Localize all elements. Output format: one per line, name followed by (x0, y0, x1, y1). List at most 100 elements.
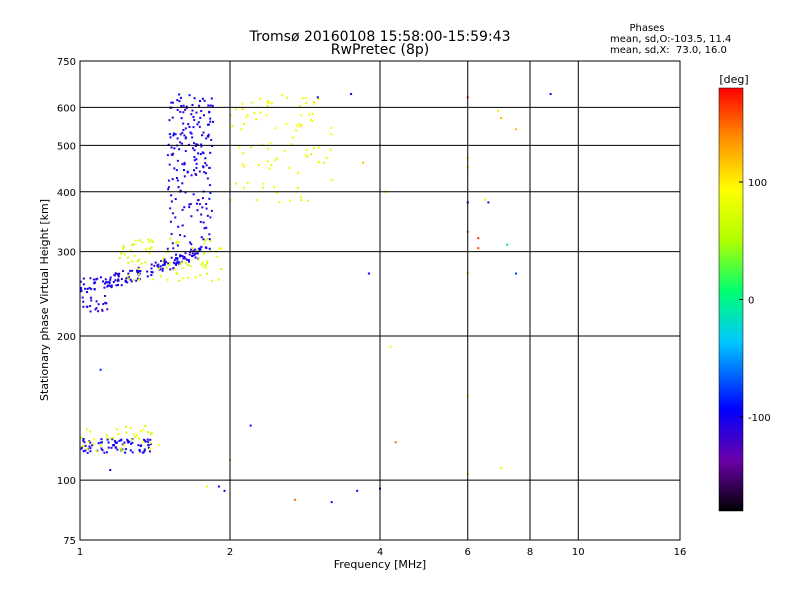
o-trace-lower-point (190, 254, 193, 257)
x-trace-lower-point (196, 249, 199, 252)
o-trace-cusp-point (194, 172, 197, 175)
colorbar-label: [deg] (719, 73, 748, 86)
x-trace-lower-point (174, 241, 177, 244)
x-trace-upper-point (267, 147, 270, 150)
o-trace-cusp-point (176, 137, 179, 140)
o-trace-lower-point (79, 290, 82, 293)
x-trace-upper-point (310, 153, 313, 156)
x-trace-lower-point (206, 237, 209, 240)
colorbar-tick-label: 100 (748, 178, 767, 189)
o-trace-lower-point (154, 261, 157, 264)
x-trace-upper-point (305, 154, 308, 157)
o-trace-cusp-point (167, 186, 170, 189)
o-trace-cusp-point (204, 162, 207, 165)
x-trace-lower-point (215, 255, 218, 258)
o-trace-lower-point (172, 267, 175, 270)
o-trace-cusp-point (208, 166, 211, 169)
o-trace-cusp-point (167, 188, 170, 191)
e-layer-x-point (112, 436, 115, 439)
x-trace-lower-point (120, 251, 123, 254)
x-trace-upper-point (246, 114, 249, 117)
e-layer-o-point (91, 444, 94, 447)
e-layer-x-point (117, 432, 120, 435)
o-trace-cusp-point (199, 220, 202, 223)
x-trace-lower-point (120, 252, 123, 255)
o-trace-cusp-point (170, 233, 173, 236)
x-trace-lower-point (150, 239, 153, 242)
o-trace-cusp-point (201, 97, 204, 100)
e-layer-o-point (112, 444, 115, 447)
o-trace-lower-point (109, 285, 112, 288)
o-trace-lower-point (79, 288, 82, 291)
colorbar-tick-label: -100 (748, 413, 771, 424)
o-trace-cusp-point (176, 179, 179, 182)
x-trace-lower-point (220, 268, 223, 271)
x-trace-upper-point (286, 96, 289, 99)
x-trace-upper-point (317, 97, 320, 100)
x-trace-lower-point (202, 265, 205, 268)
o-trace-cusp-point (188, 94, 191, 97)
o-trace-cusp-point (211, 144, 214, 147)
o-trace-lower-point (99, 276, 102, 279)
o-trace-lower-point (187, 260, 190, 263)
o-trace-lower-point (130, 280, 133, 283)
x-trace-lower-point (138, 239, 141, 242)
e-layer-o-point (83, 441, 86, 444)
o-trace-lower-point (86, 287, 89, 290)
o-trace-cusp-point (182, 104, 185, 107)
e-layer-x-point (89, 430, 92, 433)
x-trace-lower-point (167, 264, 170, 267)
o-trace-lower-point (112, 280, 115, 283)
o-trace-lower-point (131, 269, 134, 272)
o-trace-cusp-point (171, 242, 174, 245)
o-trace-lower-point (96, 277, 99, 280)
o-trace-cusp-point (193, 119, 196, 122)
o-trace-cusp-point (178, 148, 181, 151)
e-layer-o-point (147, 443, 150, 446)
o-trace-cusp-point (192, 126, 195, 129)
o-trace-cusp-point (210, 97, 213, 100)
x-tick-label: 8 (527, 547, 533, 558)
low-f-spread-point (86, 305, 89, 308)
o-trace-lower-point (127, 272, 130, 275)
x-trace-lower-point (211, 280, 214, 283)
o-trace-cusp-point (205, 246, 208, 249)
o-trace-cusp-point (198, 170, 201, 173)
scatter-point (206, 485, 209, 488)
o-trace-cusp-point (173, 147, 176, 150)
o-trace-cusp-point (193, 142, 196, 145)
x-trace-upper-point (312, 147, 315, 150)
x-tick-label: 1 (77, 547, 83, 558)
x-trace-upper-point (266, 104, 269, 107)
o-trace-lower-point (192, 249, 195, 252)
o-trace-cusp-point (176, 99, 179, 102)
x-trace-lower-point (179, 263, 182, 266)
o-trace-cusp-point (171, 178, 174, 181)
x-trace-lower-point (182, 277, 185, 280)
o-trace-lower-point (137, 277, 140, 280)
o-trace-cusp-point (207, 135, 210, 138)
e-layer-x-point (92, 438, 95, 441)
o-trace-lower-point (122, 270, 125, 273)
x-trace-upper-point (242, 122, 245, 125)
x-tick-labels: 1 2 4 6 8 10 16 (77, 547, 687, 558)
x-trace-lower-point (157, 267, 160, 270)
x-trace-upper-point (285, 123, 288, 126)
o-trace-cusp-point (172, 134, 175, 137)
x-trace-lower-point (200, 263, 203, 266)
e-layer-x-point (146, 431, 149, 434)
scatter-point (362, 161, 365, 164)
e-layer-o-point (106, 438, 109, 441)
x-trace-lower-point (162, 257, 165, 260)
o-trace-lower-point (124, 279, 127, 282)
o-trace-cusp-point (174, 216, 177, 219)
x-trace-upper-point (268, 167, 271, 170)
x-trace-upper-point (313, 101, 316, 104)
o-trace-cusp-point (175, 177, 178, 180)
o-trace-lower-point (175, 262, 178, 265)
e-layer-o-point (146, 438, 149, 441)
x-trace-upper-point (270, 163, 273, 166)
low-f-spread-point (103, 294, 106, 297)
o-trace-lower-point (175, 264, 178, 267)
e-layer-o-point (89, 441, 92, 444)
